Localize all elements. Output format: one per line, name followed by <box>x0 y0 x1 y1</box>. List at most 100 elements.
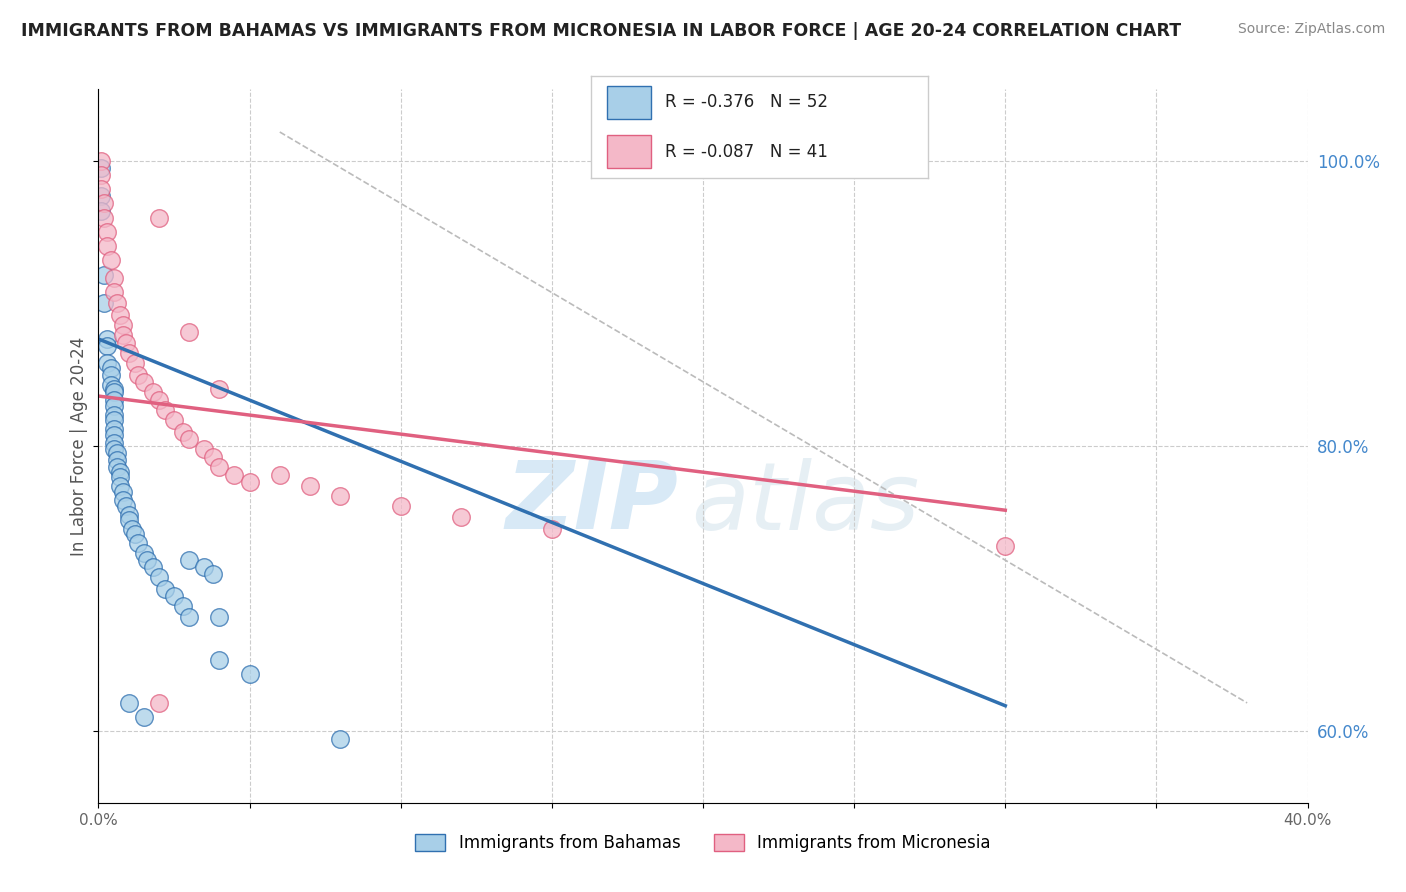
Point <box>90 168 112 182</box>
Point <box>179 553 201 567</box>
Point <box>172 425 194 439</box>
Point <box>100 377 122 392</box>
Text: ZIP: ZIP <box>506 457 679 549</box>
Point <box>163 413 186 427</box>
Point <box>93 196 115 211</box>
Point <box>90 153 112 168</box>
Point <box>96 239 118 253</box>
Point <box>100 368 122 382</box>
Point <box>208 610 231 624</box>
Point <box>172 599 194 613</box>
Point <box>329 489 352 503</box>
Point <box>103 413 125 427</box>
Point <box>111 318 134 332</box>
Point <box>108 470 131 484</box>
Point <box>103 436 125 450</box>
Point <box>163 589 186 603</box>
Point <box>239 475 262 489</box>
Point <box>208 382 231 396</box>
Point <box>153 582 176 596</box>
Point <box>142 384 165 399</box>
Text: Source: ZipAtlas.com: Source: ZipAtlas.com <box>1237 22 1385 37</box>
Point <box>132 710 155 724</box>
Point <box>90 182 112 196</box>
Point <box>90 189 112 203</box>
Point <box>108 465 131 479</box>
Point <box>100 360 122 375</box>
Point <box>103 393 125 408</box>
Point <box>153 403 176 417</box>
Point <box>540 522 562 536</box>
Point <box>148 393 170 408</box>
Point <box>202 450 225 465</box>
Point <box>179 432 201 446</box>
Point <box>118 346 141 360</box>
Point <box>114 499 136 513</box>
Point <box>193 560 215 574</box>
Text: R = -0.087   N = 41: R = -0.087 N = 41 <box>665 143 828 161</box>
Text: IMMIGRANTS FROM BAHAMAS VS IMMIGRANTS FROM MICRONESIA IN LABOR FORCE | AGE 20-24: IMMIGRANTS FROM BAHAMAS VS IMMIGRANTS FR… <box>21 22 1181 40</box>
Point <box>111 484 134 499</box>
Point <box>90 203 112 218</box>
Point <box>93 296 115 310</box>
Point <box>179 610 201 624</box>
Point <box>127 368 149 382</box>
Point <box>135 553 157 567</box>
Point <box>100 253 122 268</box>
Point <box>96 225 118 239</box>
Point <box>105 460 128 475</box>
Point <box>111 327 134 342</box>
Legend: Immigrants from Bahamas, Immigrants from Micronesia: Immigrants from Bahamas, Immigrants from… <box>409 827 997 859</box>
Y-axis label: In Labor Force | Age 20-24: In Labor Force | Age 20-24 <box>70 336 89 556</box>
Point <box>118 513 141 527</box>
Point <box>148 696 170 710</box>
Point <box>103 442 125 456</box>
Point <box>132 375 155 389</box>
Text: R = -0.376   N = 52: R = -0.376 N = 52 <box>665 94 828 112</box>
Point <box>202 567 225 582</box>
Point <box>389 499 412 513</box>
Point <box>329 731 352 746</box>
Point <box>93 211 115 225</box>
Point <box>193 442 215 456</box>
Point <box>142 560 165 574</box>
Point <box>124 356 146 370</box>
Point <box>103 399 125 413</box>
Point <box>208 460 231 475</box>
Point <box>118 508 141 522</box>
Bar <box>607 87 651 119</box>
Point <box>103 382 125 396</box>
Point <box>108 479 131 493</box>
Point <box>103 408 125 422</box>
Point <box>239 667 262 681</box>
Point <box>103 270 125 285</box>
Point <box>124 527 146 541</box>
Point <box>103 427 125 442</box>
Point <box>118 696 141 710</box>
Point <box>96 356 118 370</box>
Point <box>108 308 131 322</box>
Point <box>103 422 125 436</box>
Point <box>994 539 1017 553</box>
Bar <box>607 136 651 168</box>
Point <box>105 446 128 460</box>
Point <box>121 522 143 536</box>
Point <box>103 285 125 299</box>
Point <box>148 570 170 584</box>
Point <box>269 467 291 482</box>
Point <box>96 339 118 353</box>
Point <box>105 296 128 310</box>
Point <box>114 336 136 351</box>
Point <box>127 536 149 550</box>
Text: atlas: atlas <box>690 458 920 549</box>
Point <box>299 479 322 493</box>
Point <box>450 510 472 524</box>
Point <box>93 268 115 282</box>
Point <box>105 453 128 467</box>
Point <box>148 211 170 225</box>
Point <box>96 332 118 346</box>
Point <box>208 653 231 667</box>
Point <box>179 325 201 339</box>
Point <box>111 493 134 508</box>
Point <box>132 546 155 560</box>
